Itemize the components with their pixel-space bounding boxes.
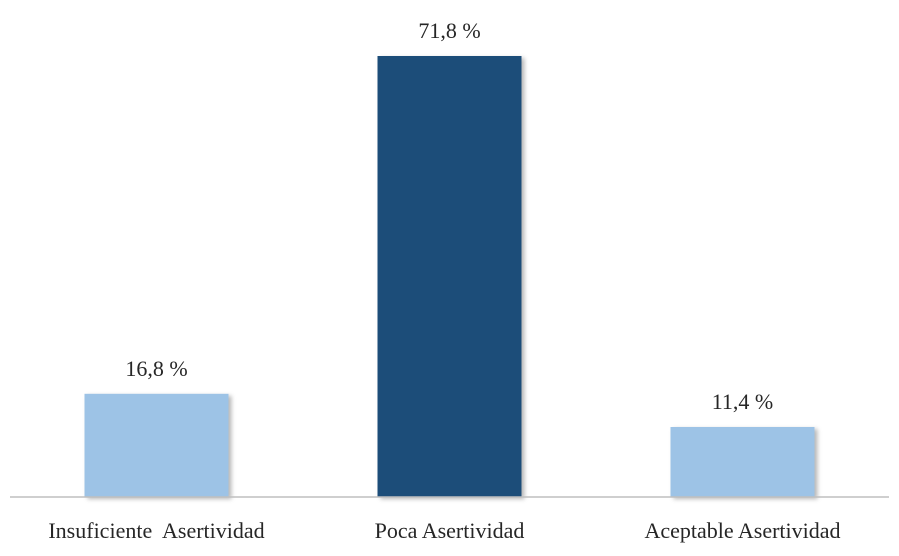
data-label-insuficiente: 16,8 % (125, 356, 187, 381)
category-label-poca: Poca Asertividad (375, 518, 525, 543)
bars-layer (84, 56, 815, 497)
data-label-aceptable: 11,4 % (712, 389, 774, 414)
labels-layer: 16,8 % Insuficiente Asertividad 71,8 % Poca… (48, 18, 840, 543)
category-label-aceptable: Aceptable Asertividad (644, 518, 840, 543)
data-label-poca: 71,8 % (418, 18, 480, 43)
bar-poca (377, 56, 522, 497)
bar-aceptable (670, 427, 815, 497)
category-label-insuficiente: Insuficiente Asertividad (48, 518, 264, 543)
bar-insuficiente (84, 393, 229, 497)
